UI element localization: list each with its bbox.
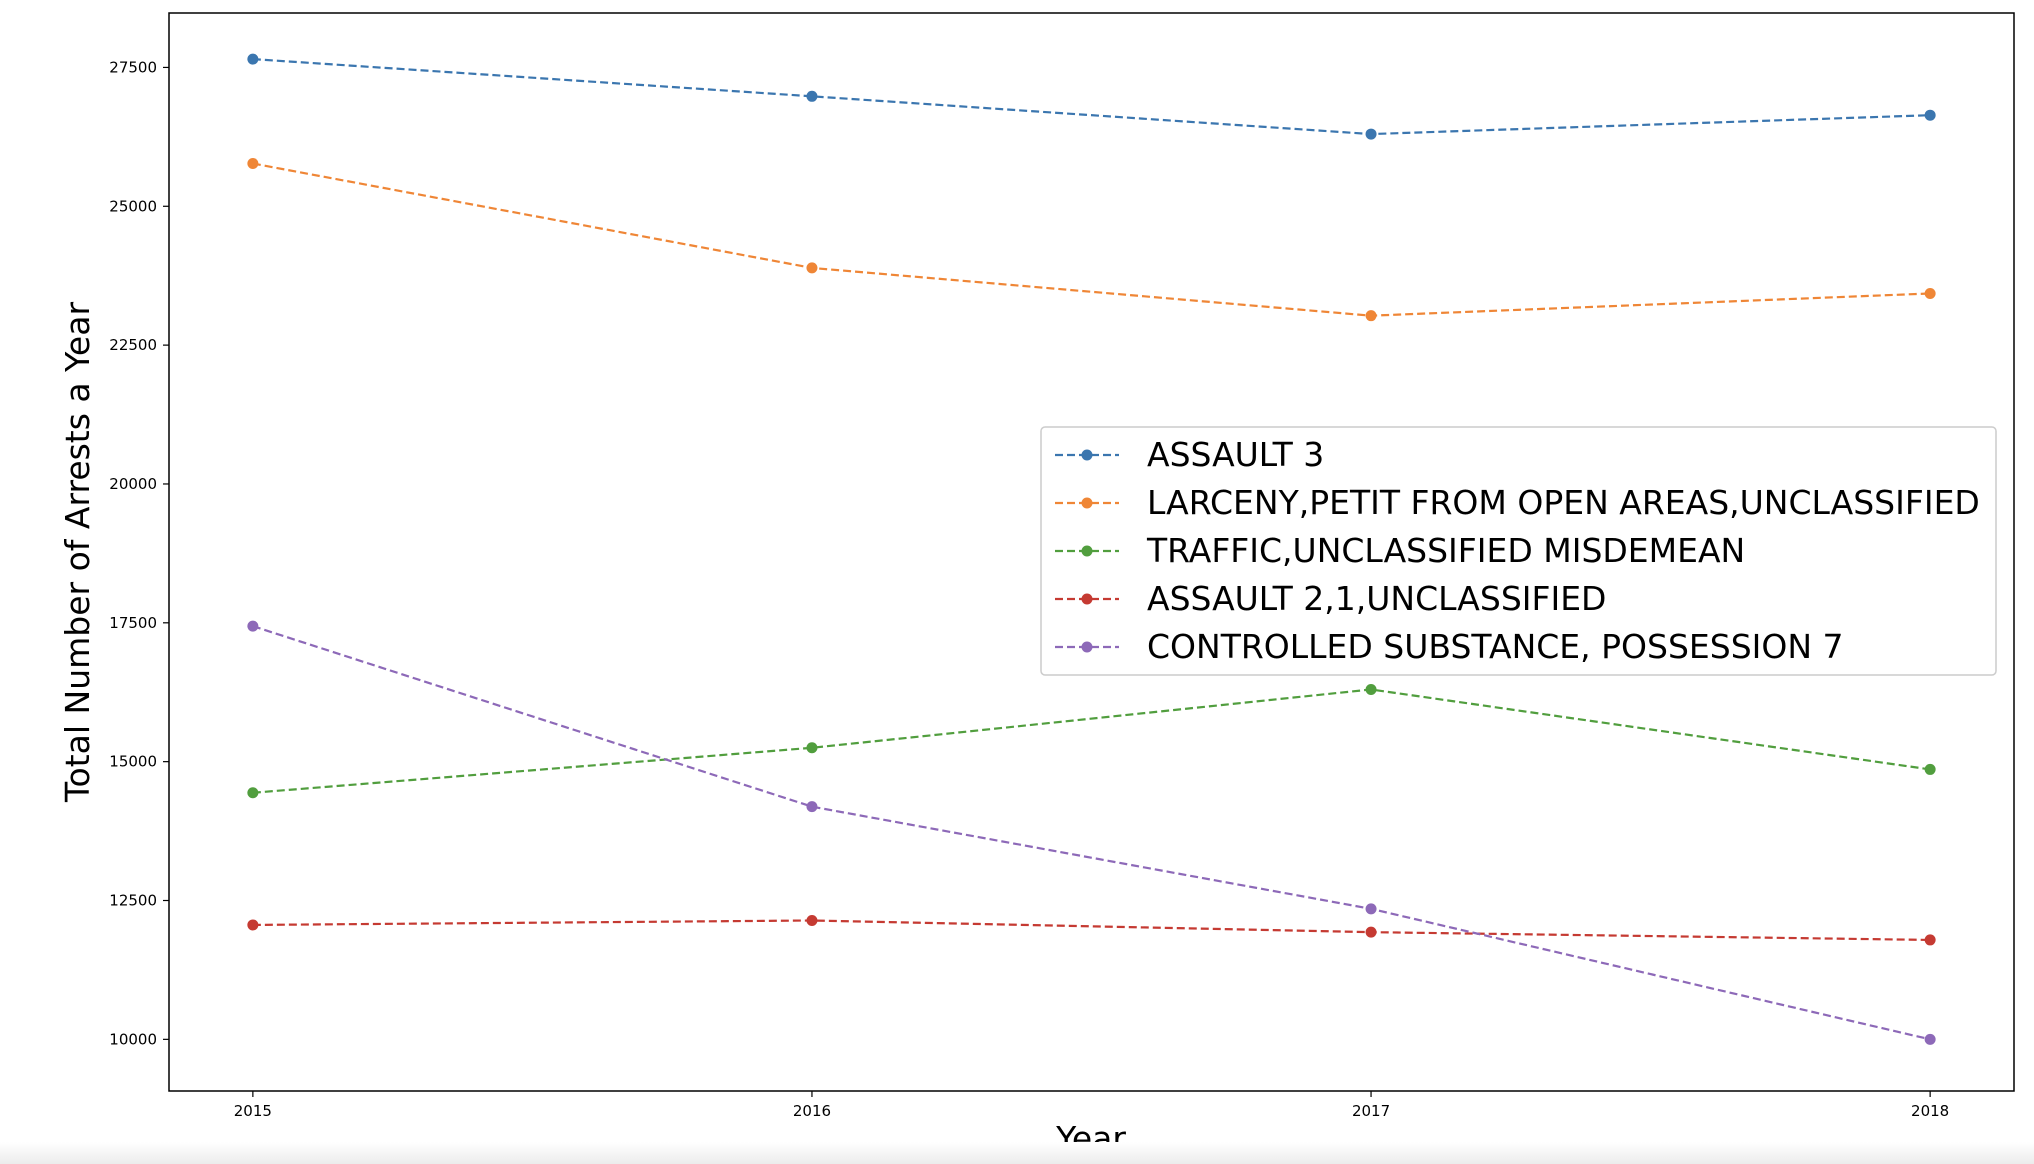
legend-marker-swatch bbox=[1081, 641, 1093, 653]
y-tick-label: 15000 bbox=[109, 753, 157, 771]
legend-label: ASSAULT 2,1,UNCLASSIFIED bbox=[1147, 579, 1606, 618]
y-tick-label: 12500 bbox=[109, 892, 157, 910]
series-line bbox=[252, 919, 1931, 942]
series-1 bbox=[247, 53, 1936, 140]
data-point bbox=[247, 158, 259, 170]
legend-label: ASSAULT 3 bbox=[1147, 435, 1324, 474]
x-tick-label: 2015 bbox=[234, 1102, 272, 1120]
series-line bbox=[252, 688, 1931, 794]
data-point bbox=[1924, 1033, 1936, 1045]
legend-item: ASSAULT 2,1,UNCLASSIFIED bbox=[1055, 579, 1606, 618]
data-point bbox=[247, 787, 259, 799]
series-3 bbox=[247, 683, 1936, 799]
legend-item: CONTROLLED SUBSTANCE, POSSESSION 7 bbox=[1055, 627, 1844, 666]
y-tick-label: 10000 bbox=[109, 1030, 157, 1048]
data-point bbox=[1924, 287, 1936, 299]
y-tick-label: 20000 bbox=[109, 475, 157, 493]
series-4 bbox=[247, 914, 1936, 946]
data-point bbox=[806, 90, 818, 102]
y-tick-label: 27500 bbox=[109, 58, 157, 76]
y-tick-label: 22500 bbox=[109, 336, 157, 354]
data-point bbox=[806, 914, 818, 926]
legend-label: CONTROLLED SUBSTANCE, POSSESSION 7 bbox=[1147, 627, 1844, 666]
series-5 bbox=[247, 620, 1936, 1045]
series-line bbox=[252, 162, 1931, 317]
x-axis-ticks: 2015 2016 2017 2018 bbox=[234, 1091, 1949, 1120]
data-point bbox=[1924, 934, 1936, 946]
series-line bbox=[252, 625, 1931, 1041]
series-lines bbox=[247, 53, 1936, 1045]
data-point bbox=[1365, 310, 1377, 322]
data-point bbox=[806, 742, 818, 754]
y-tick-label: 25000 bbox=[109, 197, 157, 215]
legend-item: TRAFFIC,UNCLASSIFIED MISDEMEAN bbox=[1055, 531, 1745, 570]
series-2 bbox=[247, 158, 1936, 322]
y-axis-ticks: 10000 12500 15000 17500 20000 22500 25000 27500 bbox=[109, 58, 169, 1048]
data-point bbox=[1365, 683, 1377, 695]
data-point bbox=[247, 919, 259, 931]
x-tick-label: 2016 bbox=[793, 1102, 831, 1120]
data-point bbox=[1365, 903, 1377, 915]
x-tick-label: 2018 bbox=[1911, 1102, 1949, 1120]
legend-label: TRAFFIC,UNCLASSIFIED MISDEMEAN bbox=[1146, 531, 1745, 570]
legend-label: LARCENY,PETIT FROM OPEN AREAS,UNCLASSIFI… bbox=[1147, 483, 1980, 522]
legend-marker-swatch bbox=[1081, 449, 1093, 461]
y-axis-title: Total Number of Arrests a Year bbox=[58, 302, 97, 803]
legend-frame bbox=[1040, 426, 1997, 676]
data-point bbox=[1924, 109, 1936, 121]
data-point bbox=[1365, 926, 1377, 938]
legend-item: LARCENY,PETIT FROM OPEN AREAS,UNCLASSIFI… bbox=[1055, 483, 1980, 522]
legend-marker-swatch bbox=[1081, 497, 1093, 509]
data-point bbox=[806, 262, 818, 274]
data-point bbox=[247, 620, 259, 632]
legend-marker-swatch bbox=[1081, 545, 1093, 557]
y-tick-label: 17500 bbox=[109, 614, 157, 632]
legend-marker-swatch bbox=[1081, 593, 1093, 605]
legend: ASSAULT 3 LARCENY,PETIT FROM OPEN AREAS,U… bbox=[1040, 426, 1997, 676]
data-point bbox=[806, 801, 818, 813]
window-bottom-edge bbox=[0, 1142, 2034, 1164]
x-tick-label: 2017 bbox=[1352, 1102, 1390, 1120]
data-point bbox=[247, 53, 259, 65]
data-point bbox=[1365, 128, 1377, 140]
legend-item: ASSAULT 3 bbox=[1055, 435, 1324, 474]
series-line bbox=[252, 57, 1931, 136]
data-point bbox=[1924, 763, 1936, 775]
